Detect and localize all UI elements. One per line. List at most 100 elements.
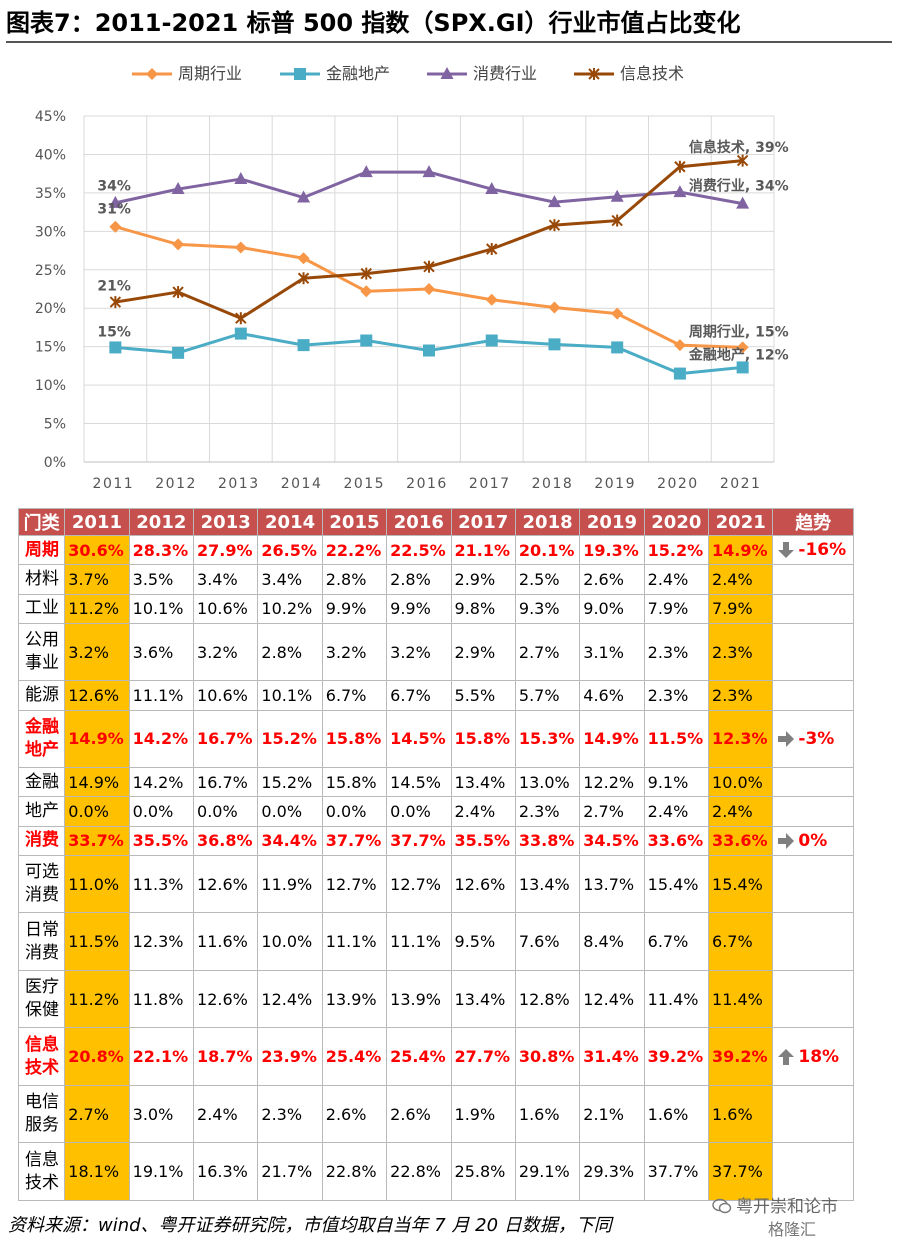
y-tick-label: 40% (35, 147, 66, 163)
table-cell: 2.4% (708, 796, 774, 827)
table-cell: 15.4% (708, 854, 774, 914)
start-label-3: 21% (97, 279, 131, 295)
table-row: 电信服务 2.7% 3.0% 2.4% 2.3% 2.6% 2.6% 1.9% 1.6% 2.1%… (17, 1084, 854, 1144)
table-cell: 14.9% (579, 709, 645, 769)
table-cell: 34.5% (579, 825, 645, 856)
table-cell: 14.9% (708, 534, 774, 566)
page-title: 图表7：2011-2021 标普 500 指数（SPX.GI）行业市值占比变化 (6, 9, 741, 37)
table-cell: 3.2% (321, 622, 388, 682)
trend-value: -3% (798, 728, 835, 749)
table-cell: 16.7% (193, 767, 259, 798)
data-point-2-11 (736, 361, 749, 374)
legend-label-4: 信息技术 (620, 64, 685, 83)
start-label-4: 15% (97, 325, 131, 341)
table-cell: 11.3% (128, 854, 195, 914)
y-tick-label: 25% (35, 263, 66, 279)
table-cell: 15.4% (643, 854, 710, 914)
table-cell: 11.1% (128, 680, 195, 711)
data-point-2-2 (172, 346, 185, 359)
trend-value: -16% (798, 540, 847, 561)
data-point-3-6 (422, 165, 436, 178)
data-point-2-9 (611, 341, 624, 354)
table-cell: 12.3% (708, 709, 774, 769)
trend-cell (772, 912, 854, 971)
data-point-3-11 (736, 196, 750, 209)
table-cell: 11.6% (193, 912, 259, 971)
y-tick-label: 20% (35, 301, 66, 317)
legend-label-2: 金融地产 (326, 64, 391, 83)
table-cell: 3.2% (193, 622, 259, 682)
row-category: 电信服务 (17, 1084, 66, 1144)
watermark-account: 粤开崇和论市 (736, 1197, 838, 1217)
column-header: 2020 (643, 508, 710, 536)
data-point-1-7 (485, 293, 498, 306)
table-row: 能源 12.6% 11.1% 10.6% 10.1% 6.7% 6.7% 5.5% 5.7% 4.… (17, 680, 854, 711)
table-cell: 11.9% (257, 854, 323, 914)
data-point-4-5 (360, 267, 372, 280)
y-tick-label: 0% (44, 455, 66, 471)
table-cell: 14.2% (128, 709, 195, 769)
table-cell: 1.6% (708, 1084, 774, 1144)
table-cell: 18.7% (193, 1027, 259, 1086)
table-cell: 2.7% (514, 622, 581, 682)
table-cell: 39.2% (643, 1027, 710, 1086)
data-point-3-4 (297, 190, 311, 203)
legend-marker-3 (440, 67, 454, 79)
table-cell: 33.6% (708, 825, 774, 856)
arrow-right-icon (778, 730, 795, 747)
x-tick-label: 2012 (155, 476, 197, 492)
row-category: 材料 (17, 564, 66, 595)
series-2 (109, 327, 749, 380)
table-cell: 30.6% (64, 534, 130, 566)
table-cell: 27.9% (193, 534, 259, 566)
table-cell: 15.2% (257, 709, 323, 769)
table-cell: 6.7% (643, 912, 710, 971)
table-cell: 2.4% (643, 564, 710, 595)
table-cell: 15.2% (257, 767, 323, 798)
column-header: 2012 (128, 508, 195, 536)
data-point-3-1 (108, 195, 122, 208)
data-point-1-6 (423, 283, 435, 295)
table-cell: 2.4% (193, 1084, 259, 1144)
table-cell: 3.4% (193, 564, 259, 595)
table-cell: 2.9% (450, 622, 516, 682)
legend-label-3: 消费行业 (473, 64, 538, 83)
table-cell: 14.5% (386, 767, 452, 798)
table-cell: 3.2% (64, 622, 130, 682)
table-cell: 12.2% (579, 767, 645, 798)
table-cell: 2.6% (386, 1084, 452, 1144)
watermark: 粤开崇和论市 格隆汇 (712, 1192, 892, 1240)
trend-cell: 18% (772, 1027, 854, 1086)
data-point-2-4 (297, 339, 310, 352)
trend-cell (772, 564, 854, 595)
table-cell: 7.9% (643, 593, 710, 624)
table-row: 地产 0.0% 0.0% 0.0% 0.0% 0.0% 0.0% 2.4% 2.3% 2.7% 2.… (17, 796, 854, 827)
x-tick-label: 2019 (594, 476, 636, 492)
table-cell: 12.8% (514, 969, 581, 1029)
table-cell: 3.1% (579, 622, 645, 682)
table-cell: 22.1% (128, 1027, 195, 1086)
wechat-icon (712, 1198, 732, 1214)
row-category: 信息技术 (17, 1142, 66, 1201)
y-tick-label: 30% (35, 224, 66, 240)
table-cell: 0.0% (321, 796, 388, 827)
data-point-2-5 (360, 334, 373, 347)
row-category: 消费 (17, 825, 66, 856)
end-label-1: 信息技术, 39% (689, 139, 789, 156)
table-cell: 13.7% (579, 854, 645, 914)
table-cell: 9.5% (450, 912, 516, 971)
chart-legend: 周期行业 金融地产 消费行业 信息技术 (0, 56, 897, 92)
trend-cell: 0% (772, 825, 854, 856)
table-row: 公用事业 3.2% 3.6% 3.2% 2.8% 3.2% 3.2% 2.9% 2.7% 3.1%… (17, 622, 854, 682)
table-cell: 0.0% (193, 796, 259, 827)
table-cell: 2.3% (708, 622, 774, 682)
table-cell: 11.4% (643, 969, 710, 1029)
table-row: 周期 30.6% 28.3% 27.9% 26.5% 22.2% 22.5% 21.1% 20.… (17, 534, 854, 566)
row-category: 能源 (17, 680, 66, 711)
table-cell: 13.9% (321, 969, 388, 1029)
row-category: 可选消费 (17, 854, 66, 914)
table-cell: 12.6% (193, 854, 259, 914)
x-tick-label: 2018 (532, 476, 574, 492)
data-point-1-1 (109, 220, 122, 233)
table-cell: 3.7% (64, 564, 130, 595)
